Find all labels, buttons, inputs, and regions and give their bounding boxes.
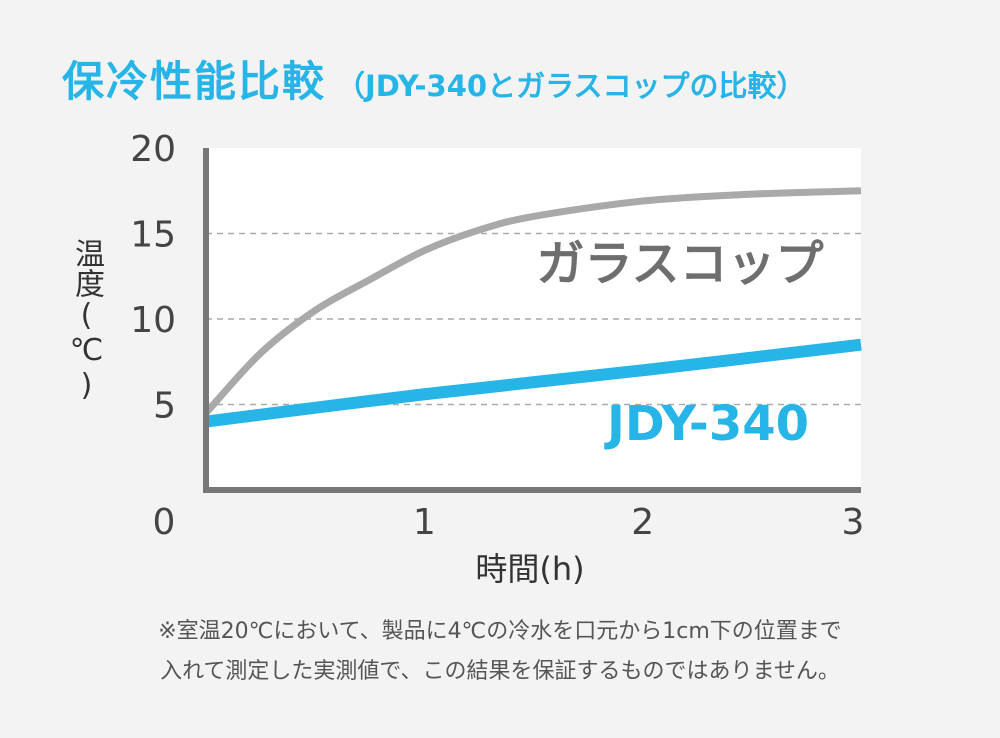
title-subtitle: （JDY-340とガラスコップの比較） <box>336 69 806 103</box>
series-lines <box>203 187 862 428</box>
y-tick-label: 5 <box>153 386 176 427</box>
plot-area <box>206 148 861 490</box>
chart-title: 保冷性能比較 （JDY-340とガラスコップの比較） <box>62 48 806 109</box>
y-tick-label: 10 <box>130 300 176 341</box>
x-tick-label: 2 <box>631 502 654 543</box>
x-tick-label: 1 <box>413 502 436 543</box>
footnote: ※室温20℃において、製品に4℃の冷水を口元から1cm下の位置まで 入れて測定し… <box>0 612 1000 692</box>
x-tick-label: 0 <box>153 502 176 543</box>
series-label-jdy340: JDY-340 <box>604 396 809 452</box>
series-line-0 <box>203 187 862 416</box>
x-tick-labels: 0 1 2 3 <box>153 502 865 543</box>
footnote-line-2: 入れて測定した実測値で、この結果を保証するものではありません。 <box>160 659 840 684</box>
y-tick-label: 20 <box>130 129 176 170</box>
y-axis-label: 温度(℃) <box>69 238 104 403</box>
x-axis-label: 時間(h) <box>475 550 584 588</box>
x-tick-label: 3 <box>842 502 865 543</box>
series-line-1 <box>205 338 862 428</box>
series-label-glass: ガラスコップ <box>536 236 823 292</box>
footnote-line-1: ※室温20℃において、製品に4℃の冷水を口元から1cm下の位置まで <box>158 619 842 644</box>
title-main: 保冷性能比較 <box>62 57 327 106</box>
y-tick-labels: 5 10 15 20 <box>130 129 176 427</box>
y-tick-label: 15 <box>130 215 176 256</box>
